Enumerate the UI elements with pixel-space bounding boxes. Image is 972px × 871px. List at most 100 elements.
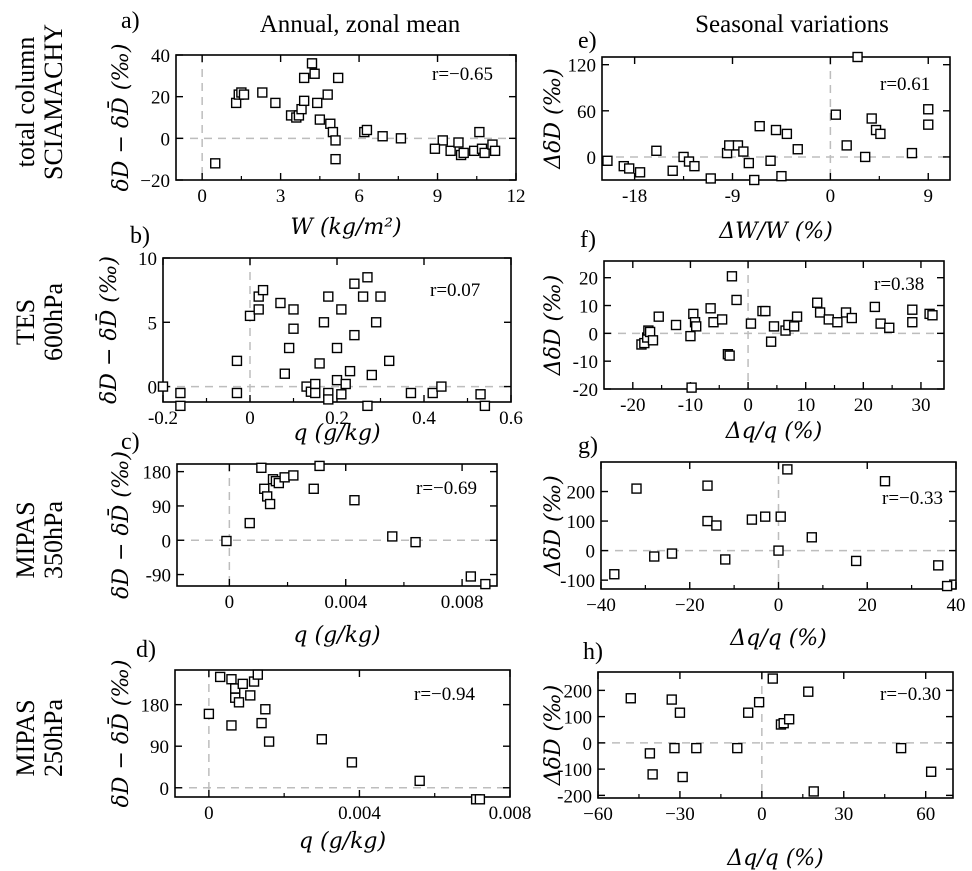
- scatter-point: [895, 742, 907, 754]
- scatter-point: [270, 97, 281, 109]
- scatter-point: [330, 135, 341, 146]
- scatter-point: [806, 532, 817, 543]
- y-tick-label: 10: [138, 249, 157, 270]
- scatter-point: [808, 786, 819, 797]
- y-tick-label: 0: [148, 378, 158, 399]
- scatter-point: [788, 321, 800, 332]
- scatter-point: [653, 311, 664, 322]
- scatter-point: [840, 307, 852, 318]
- scatter-point: [475, 389, 486, 400]
- scatter-point: [702, 515, 713, 527]
- y-tick-label: 10: [579, 297, 598, 318]
- scatter-point: [314, 114, 326, 125]
- scatter-point: [869, 301, 881, 313]
- scatter-point: [941, 580, 953, 592]
- plot-frame: [603, 260, 945, 390]
- column-titles: Annual, zonal mean Seasonal variations: [260, 11, 889, 38]
- y-tick-label: 5: [148, 313, 158, 334]
- x-tick-label: 30: [911, 395, 930, 416]
- scatter-point: [647, 769, 658, 780]
- correlation-label: r=0.38: [874, 274, 924, 295]
- scatter-point: [436, 381, 447, 392]
- scatter-point: [323, 394, 334, 405]
- x-axis-label: Δq/q (%): [729, 626, 827, 651]
- scatter-point: [362, 272, 373, 283]
- scatter-point: [702, 480, 713, 491]
- scatter-point: [651, 145, 662, 156]
- scatter-point: [214, 671, 226, 683]
- scatter-point: [745, 318, 757, 329]
- correlation-label: r=−0.30: [880, 684, 941, 705]
- y-tick-label: 0: [583, 734, 593, 755]
- scatter-point: [263, 736, 275, 747]
- scatter-point: [288, 323, 299, 334]
- x-tick-label: 9: [924, 186, 934, 207]
- scatter-point: [349, 495, 360, 506]
- scatter-point: [705, 303, 716, 314]
- y-tick-label: 180: [141, 696, 170, 717]
- scatter-point: [803, 686, 814, 697]
- scatter-point: [625, 693, 636, 704]
- y-tick-label: 0: [162, 531, 172, 552]
- scatter-point: [316, 734, 327, 745]
- scatter-point: [318, 317, 330, 328]
- scatter-point: [925, 766, 937, 777]
- plot-frame: [597, 671, 954, 799]
- scatter-point: [256, 717, 267, 729]
- x-tick-label: 0: [774, 595, 784, 616]
- x-tick-label: -9: [725, 186, 741, 207]
- scatter-point: [765, 336, 777, 347]
- x-axis-label: ΔW/W (%): [718, 219, 833, 244]
- scatter-point: [370, 317, 382, 328]
- x-tick-label: −20: [675, 595, 705, 616]
- scatter-point: [923, 104, 934, 115]
- scatter-point: [226, 674, 237, 685]
- scatter-point: [257, 284, 269, 296]
- scatter-point: [875, 128, 886, 140]
- scatter-point: [344, 365, 356, 377]
- panel-b: -0.2 0 0.2 0.4 0.6 0 5 10b) r=0.07 q (g/kg) δD − δ…: [95, 223, 523, 446]
- scatter-point: [175, 400, 186, 412]
- panel-f: -20 -10 0 10 20 30 -20 -10 0 10 20 f) r=0.38 Δq/q (%)…: [541, 227, 945, 444]
- scatter-point: [775, 511, 786, 522]
- x-tick-label: -10: [678, 395, 703, 416]
- scatter-point: [288, 470, 299, 481]
- scatter-point: [782, 464, 793, 475]
- row-label-line: total column: [11, 37, 40, 168]
- y-axis-label: ΔδD (‰): [541, 685, 566, 786]
- scatter-point: [907, 304, 918, 315]
- y-axis-label: δD − δD̄ (‰): [95, 256, 122, 404]
- scatter-point: [429, 143, 441, 154]
- scatter-point: [273, 477, 285, 489]
- scatter-point: [237, 678, 248, 690]
- x-axis-label: Δq/q (%): [726, 846, 824, 871]
- scatter-point: [260, 704, 271, 715]
- x-tick-label: 60: [916, 804, 935, 825]
- y-tick-label: -90: [146, 566, 171, 587]
- scatter-point: [666, 694, 677, 705]
- scatter-point: [231, 387, 243, 399]
- y-tick-label: 0: [161, 129, 171, 150]
- plot-frame: [176, 463, 498, 587]
- x-tick-label: 30: [834, 804, 853, 825]
- y-tick-label: -100: [560, 571, 595, 592]
- x-tick-label: 0: [225, 592, 235, 613]
- x-tick-label: -18: [622, 186, 647, 207]
- scatter-point: [711, 520, 722, 531]
- scatter-point: [405, 387, 417, 399]
- y-tick-label: 0: [160, 779, 170, 800]
- scatter-point: [726, 271, 738, 282]
- x-axis-label: q (g/kg): [299, 829, 386, 854]
- scatter-point: [823, 314, 834, 325]
- scatter-point: [275, 297, 286, 309]
- x-tick-label: −60: [583, 804, 613, 825]
- correlation-label: r=−0.69: [416, 478, 477, 499]
- panel-h: −60 −30 0 30 60 -200 -100 0 100 200 h) r=−0.30 Δq/q …: [541, 639, 954, 871]
- scatter-point: [310, 387, 321, 399]
- scatter-point: [245, 690, 256, 701]
- scatter-point: [760, 305, 771, 317]
- scatter-point: [252, 669, 264, 680]
- scatter-point: [832, 317, 843, 328]
- row-label-line: MIPAS: [11, 699, 40, 776]
